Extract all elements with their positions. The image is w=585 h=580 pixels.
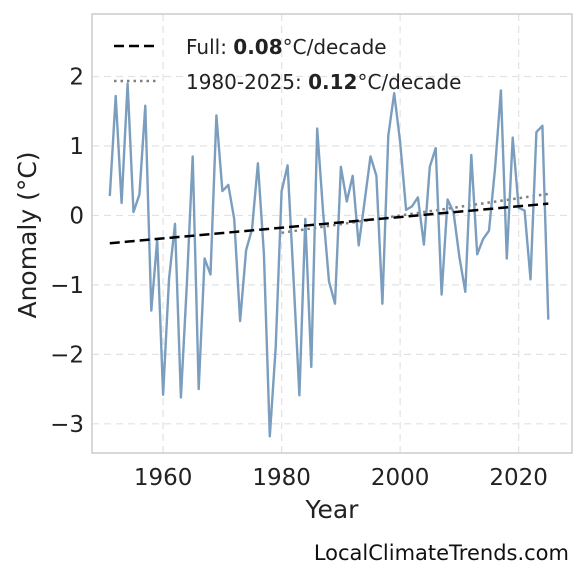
legend-prefix-recent: 1980-2025:: [186, 70, 308, 94]
y-tick-labels: −3 −2 −1 0 1 2: [50, 65, 84, 438]
x-tick-labels: 1960 1980 2000 2020: [134, 465, 548, 491]
watermark-text: LocalClimateTrends.com: [314, 541, 569, 565]
x-tick-label: 2000: [371, 465, 430, 491]
plot-frame: [91, 13, 573, 454]
anomaly-series-line: [108, 82, 550, 438]
y-axis-title: Anomaly (°C): [13, 151, 42, 318]
trend-line-full: [109, 202, 549, 245]
legend-unit-full: °C/decade: [283, 35, 387, 59]
legend-prefix-full: Full:: [186, 35, 233, 59]
y-tick-label: −1: [50, 273, 84, 299]
legend-entry-recent: 1980-2025: 0.12°C/decade: [186, 70, 461, 94]
y-tick-label: −2: [50, 342, 84, 368]
legend-unit-recent: °C/decade: [357, 70, 461, 94]
x-tick-label: 1980: [252, 465, 311, 491]
grid: [92, 14, 572, 453]
legend: Full: 0.08°C/decade 1980-2025: 0.12°C/de…: [114, 35, 461, 94]
x-axis-title: Year: [305, 495, 360, 524]
y-tick-label: 1: [69, 134, 84, 160]
legend-entry-full: Full: 0.08°C/decade: [186, 35, 387, 59]
legend-rate-recent: 0.12: [308, 70, 357, 94]
x-tick-label: 2020: [489, 465, 548, 491]
x-tick-label: 1960: [134, 465, 193, 491]
legend-rate-full: 0.08: [233, 35, 282, 59]
y-tick-label: 0: [69, 203, 84, 229]
series-lines: [108, 82, 550, 438]
y-tick-label: −3: [50, 412, 84, 438]
y-tick-label: 2: [69, 65, 84, 91]
